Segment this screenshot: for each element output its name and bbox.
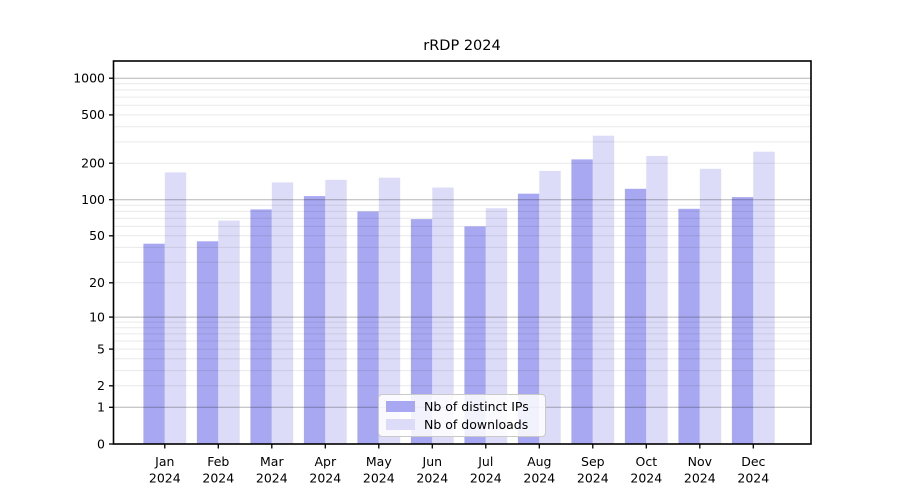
- bar-downloads-jan: [164, 172, 187, 444]
- x-tick-label-month: Apr: [314, 454, 336, 469]
- x-tick-label-month: Feb: [207, 454, 229, 469]
- bar-downloads-jul: [485, 208, 508, 444]
- bars-layer: [143, 135, 775, 445]
- y-tick-label: 10: [89, 309, 105, 324]
- bar-ips-oct: [624, 188, 647, 444]
- y-tick-label: 5: [97, 341, 105, 356]
- x-tick-label-month: Sep: [581, 454, 605, 469]
- x-tick-label-month: Jul: [477, 454, 493, 469]
- legend: Nb of distinct IPs Nb of downloads: [378, 394, 546, 437]
- x-tick-label-month: Jan: [154, 454, 174, 469]
- bar-ips-jun: [410, 219, 433, 444]
- gridlines-layer: [113, 77, 811, 408]
- bar-downloads-mar: [271, 182, 294, 444]
- y-tick-label: 1: [97, 400, 105, 415]
- bar-downloads-nov: [699, 168, 722, 445]
- x-tick-label-month: Oct: [635, 454, 657, 469]
- bar-ips-may: [357, 211, 379, 444]
- bar-ips-apr: [303, 196, 326, 444]
- x-tick-label-year: 2024: [363, 471, 395, 486]
- bar-ips-jul: [464, 226, 486, 444]
- bar-downloads-may: [378, 177, 401, 444]
- x-tick-label-month: Dec: [741, 454, 765, 469]
- bar-ips-aug: [517, 193, 540, 444]
- x-tick-label-month: Aug: [527, 454, 551, 469]
- y-tick-label: 200: [81, 156, 105, 171]
- y-tick-label: 500: [81, 107, 105, 122]
- x-tick-label-year: 2024: [684, 471, 716, 486]
- x-tick-label-year: 2024: [737, 471, 769, 486]
- legend-label-downloads: Nb of downloads: [424, 416, 529, 432]
- x-tick-label-year: 2024: [470, 471, 502, 486]
- x-tick-label-year: 2024: [577, 471, 609, 486]
- y-tick-label: 50: [89, 228, 105, 243]
- x-tick-label-month: May: [366, 454, 392, 469]
- x-tick-label-year: 2024: [309, 471, 341, 486]
- y-tick-label: 100: [81, 192, 105, 207]
- y-tick-label: 20: [89, 275, 105, 290]
- bar-downloads-apr: [325, 179, 347, 445]
- x-tick-label-month: Mar: [260, 454, 284, 469]
- x-tick-label-year: 2024: [149, 471, 181, 486]
- y-tick-label: 2: [97, 378, 105, 393]
- x-tick-label-month: Jun: [422, 454, 443, 469]
- x-tick-label-year: 2024: [523, 471, 555, 486]
- legend-label-distinct-ips: Nb of distinct IPs: [424, 399, 529, 415]
- bar-downloads-dec: [753, 151, 775, 444]
- x-tick-label-year: 2024: [202, 471, 234, 486]
- bar-ips-dec: [731, 197, 754, 444]
- bar-downloads-sep: [592, 135, 615, 444]
- bar-downloads-aug: [539, 170, 561, 444]
- bar-ips-sep: [571, 159, 593, 444]
- bar-downloads-jun: [432, 187, 454, 444]
- bar-downloads-feb: [218, 220, 240, 444]
- legend-item-distinct-ips: Nb of distinct IPs: [386, 399, 537, 414]
- bar-downloads-oct: [646, 155, 668, 444]
- x-tick-label-month: Nov: [688, 454, 713, 469]
- y-tick-label: 1000: [73, 71, 105, 86]
- bar-ips-mar: [250, 209, 272, 444]
- legend-item-downloads: Nb of downloads: [386, 417, 537, 432]
- bar-ips-feb: [196, 241, 219, 444]
- axes-layer: 10005002001005020105210Jan2024Feb2024Mar…: [73, 60, 812, 486]
- y-tick-label: 0: [97, 436, 105, 451]
- legend-swatch-downloads: [386, 418, 415, 430]
- x-tick-label-year: 2024: [416, 471, 448, 486]
- x-tick-label-year: 2024: [256, 471, 288, 486]
- chart-title: rRDP 2024: [423, 38, 501, 54]
- x-tick-label-year: 2024: [630, 471, 662, 486]
- legend-swatch-distinct-ips: [386, 401, 415, 413]
- plot-border: [112, 60, 812, 445]
- bar-ips-jan: [143, 243, 165, 444]
- bar-ips-nov: [678, 208, 700, 444]
